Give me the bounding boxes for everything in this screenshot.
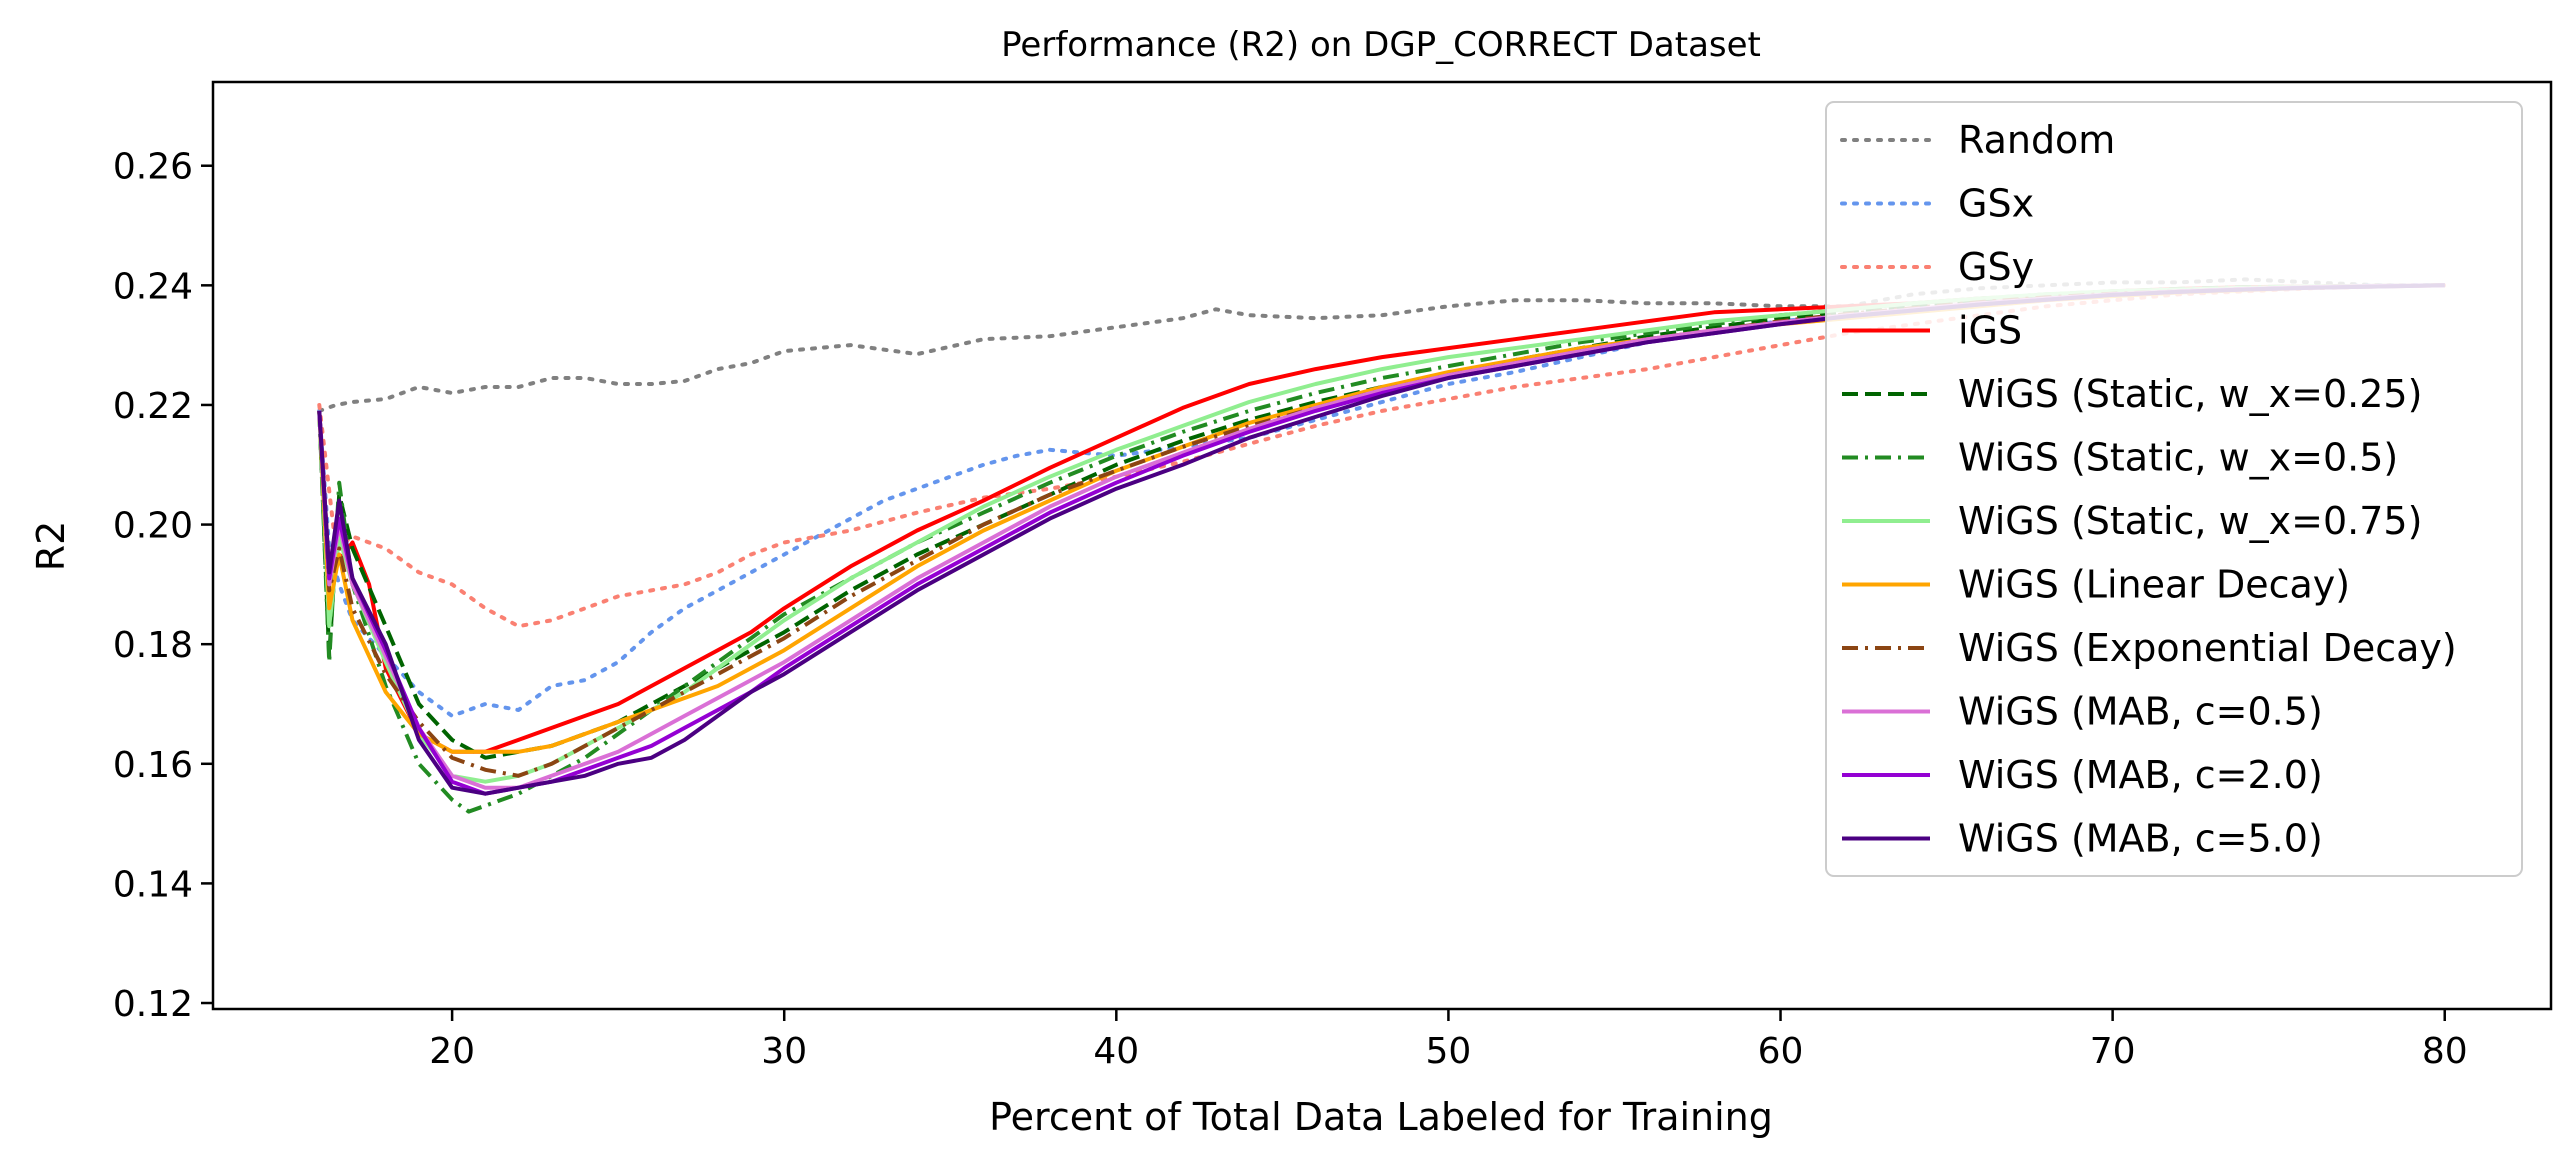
ticks-layer: 20 30 40 50 60 70 80 0.12 0.14 0.16 0.18 0.20 0.22 0.… (113, 147, 2468, 1072)
legend-label: Random (1958, 118, 2115, 162)
y-tick-label: 0.24 (113, 266, 193, 307)
legend-label: WiGS (Static, w_x=0.5) (1958, 436, 2398, 480)
legend-label: iGS (1958, 309, 2022, 353)
legend-label: GSx (1958, 182, 2034, 226)
y-tick-label: 0.22 (113, 386, 193, 427)
x-tick-label: 20 (429, 1031, 475, 1072)
x-tick-label: 60 (1758, 1031, 1804, 1072)
chart-title: Performance (R2) on DGP_CORRECT Dataset (1001, 25, 1761, 65)
legend-label: WiGS (Static, w_x=0.75) (1958, 499, 2422, 543)
y-tick-label: 0.16 (113, 745, 193, 786)
x-tick-label: 40 (1093, 1031, 1139, 1072)
y-tick-label: 0.14 (113, 864, 193, 905)
plot-frame (211, 80, 2553, 1011)
legend-box (1825, 101, 2523, 877)
x-tick-label: 50 (1426, 1031, 1472, 1072)
legend-label: WiGS (MAB, c=0.5) (1958, 690, 2323, 734)
y-tick-label: 0.26 (113, 147, 193, 188)
legend-label: WiGS (MAB, c=2.0) (1958, 753, 2323, 797)
y-tick-label: 0.12 (113, 984, 193, 1025)
legend-label: GSy (1958, 245, 2034, 289)
y-tick-label: 0.20 (113, 506, 193, 547)
legend-label: WiGS (Static, w_x=0.25) (1958, 372, 2422, 416)
x-tick-label: 70 (2090, 1031, 2136, 1072)
legend-label: WiGS (Exponential Decay) (1958, 626, 2457, 670)
legend-label: WiGS (MAB, c=5.0) (1958, 817, 2323, 861)
y-tick-label: 0.18 (113, 625, 193, 666)
legend-label: WiGS (Linear Decay) (1958, 563, 2350, 607)
x-tick-label: 80 (2422, 1031, 2468, 1072)
y-axis-label: R2 (29, 521, 73, 572)
x-tick-label: 30 (761, 1031, 807, 1072)
legend: Random GSx GSy iGS WiGS (Static, w_x=0.25) Wi… (1825, 101, 2523, 877)
x-axis-label: Percent of Total Data Labeled for Traini… (989, 1095, 1773, 1139)
